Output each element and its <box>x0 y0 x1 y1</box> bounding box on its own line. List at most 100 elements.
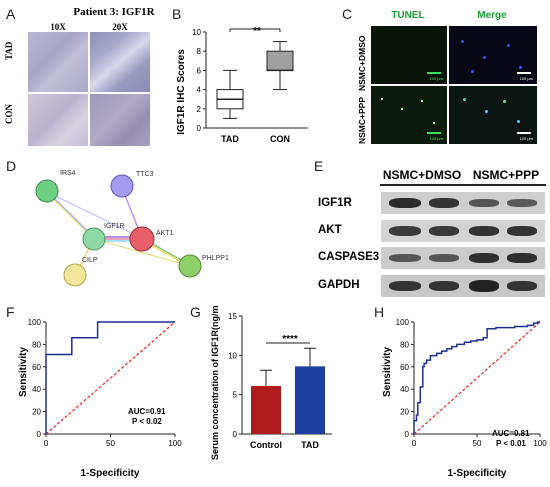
node-label-akt1: AKT1 <box>156 230 174 237</box>
roc-curve <box>413 321 540 434</box>
g-x-tick-label: TAD <box>301 440 319 450</box>
panel-b-boxplot: IGF1R IHC Scores 0 2 4 6 8 10 TAD CON ** <box>176 26 308 144</box>
b-box-con <box>266 50 294 71</box>
wb-row-label-akt: AKT <box>318 224 342 236</box>
wb-group-line-dmso <box>380 184 464 186</box>
node-phlpp1 <box>178 254 202 278</box>
roc-y-tick-label: 20 <box>32 408 41 417</box>
g-bar-control <box>251 386 281 434</box>
panel-f-roc: 0 20 40 60 80 100 0 50 100 Sensitivity 1-Specifi… <box>18 318 183 479</box>
node-label-ttc3: TTC3 <box>136 171 154 178</box>
panel-b-significance: ** <box>253 26 261 37</box>
panel-c-label: C <box>342 6 353 22</box>
wb-strip-igf1r <box>381 192 545 214</box>
g-x-tick-label: Control <box>250 440 282 450</box>
panel-h-ylabel: Sensitivity <box>382 347 393 397</box>
wb-row-label-caspase3: CASPASE3 <box>318 251 380 263</box>
wb-row-label-igf1r: IGF1R <box>318 197 352 209</box>
b-y-tick-label: 2 <box>197 105 202 114</box>
wb-row-label-gapdh: GAPDH <box>318 279 360 291</box>
panel-d-network: IRS4 TTC3 IGF1R AKT1 PHLPP1 CILP <box>35 170 229 287</box>
g-y-tick-label: 5 <box>233 391 238 400</box>
roc-y-tick-label: 80 <box>400 340 409 349</box>
panel-b-ylabel: IGF1R IHC Scores <box>176 49 187 135</box>
roc-x-tick-label: 100 <box>533 439 547 448</box>
panel-c-col-tunel: TUNEL <box>391 10 425 21</box>
b-x-tick-label: CON <box>270 134 290 144</box>
panel-a-col-20x: 20X <box>112 22 128 32</box>
panel-g-ylabel: Serum concentration of IGF1R(ng/ml) <box>210 306 220 460</box>
roc-reference-line <box>413 321 541 435</box>
wb-strip-akt <box>381 220 545 242</box>
node-ttc3 <box>110 174 134 198</box>
ihc-image-tad-10x <box>28 32 88 92</box>
g-y-tick-label: 15 <box>228 312 237 321</box>
scale-bar-text: 100 μm <box>519 76 533 81</box>
merge-image-dmso: 100 μm <box>449 26 537 84</box>
scale-bar <box>517 132 531 134</box>
roc-y-tick-label: 60 <box>400 363 409 372</box>
roc-x-tick-label: 50 <box>106 439 115 448</box>
panel-a-title: Patient 3: IGF1R <box>73 6 155 18</box>
network-nodes <box>35 174 202 287</box>
panel-h-p: P < 0.01 <box>496 439 526 448</box>
ihc-image-con-10x <box>28 94 88 146</box>
panel-h-plot: 0 20 40 60 80 100 0 50 100 <box>396 318 548 448</box>
wb-strip-caspase3 <box>381 247 545 269</box>
node-label-irs4: IRS4 <box>60 170 76 177</box>
node-label-phlpp1: PHLPP1 <box>202 255 229 262</box>
scale-bar <box>427 132 441 134</box>
panel-e-label: E <box>314 158 324 174</box>
wb-strip-gapdh <box>381 275 545 297</box>
roc-x-tick-label: 0 <box>412 439 417 448</box>
ihc-image-con-20x <box>90 94 150 146</box>
panel-h-xlabel: 1-Specificity <box>448 468 507 479</box>
b-y-tick-label: 10 <box>192 28 201 37</box>
panel-a-col-10x: 10X <box>50 22 66 32</box>
wb-group-line-ppp <box>464 184 546 186</box>
panel-f-p: P < 0.02 <box>132 417 162 426</box>
scale-bar <box>427 72 441 74</box>
roc-y-tick-label: 0 <box>37 430 42 439</box>
roc-y-tick-label: 0 <box>405 430 410 439</box>
node-igf1r <box>82 227 106 251</box>
node-label-cilp: CILP <box>82 257 98 264</box>
ihc-image-tad-20x <box>90 32 150 92</box>
b-x-tick-label: TAD <box>221 134 239 144</box>
node-cilp <box>63 263 87 287</box>
roc-curve <box>45 321 175 434</box>
roc-y-tick-label: 100 <box>28 318 42 327</box>
panel-g-label: G <box>190 304 201 320</box>
merge-image-ppp: 100 μm <box>449 86 537 144</box>
tunel-image-dmso: 100 μm <box>371 26 447 84</box>
panel-g-plot: 0 5 10 15 Control TAD <box>228 312 332 450</box>
scale-bar-text: 100 μm <box>519 136 533 141</box>
panel-a-row-tad: TAD <box>4 41 14 60</box>
wb-group-ppp: NSMC+PPP <box>472 168 540 182</box>
wb-group-dmso: NSMC+DMSO <box>382 168 462 182</box>
b-y-tick-label: 6 <box>197 66 202 75</box>
panel-c-row-ppp: NSMC+PPP <box>357 97 367 144</box>
panel-f-xlabel: 1-Specificity <box>81 468 140 479</box>
panel-f-ylabel: Sensitivity <box>18 347 29 397</box>
panel-h-label: H <box>374 304 385 320</box>
panel-f-label: F <box>6 304 15 320</box>
scale-bar-text: 100 μm <box>429 136 443 141</box>
roc-reference-line <box>45 321 176 435</box>
roc-y-tick-label: 100 <box>396 318 410 327</box>
panel-b-axes: 0 2 4 6 8 10 <box>192 28 308 133</box>
panel-c-row-dmso: NSMC+DMSO <box>357 35 367 92</box>
panel-g-significance: **** <box>282 334 298 345</box>
scale-bar-text: 100 μm <box>429 76 443 81</box>
roc-y-tick-label: 60 <box>32 363 41 372</box>
panel-g-bar: Serum concentration of IGF1R(ng/ml) 0 5 10… <box>210 306 332 460</box>
panel-f-plot: 0 20 40 60 80 100 0 50 100 <box>28 318 183 448</box>
node-akt1 <box>129 226 155 252</box>
g-y-tick-label: 0 <box>233 430 238 439</box>
panel-c-col-merge: Merge <box>477 10 507 21</box>
roc-y-tick-label: 40 <box>400 385 409 394</box>
roc-x-tick-label: 50 <box>473 439 482 448</box>
node-irs4 <box>35 179 59 203</box>
panel-a-row-con: CON <box>4 104 14 124</box>
panel-a-label: A <box>6 6 16 22</box>
